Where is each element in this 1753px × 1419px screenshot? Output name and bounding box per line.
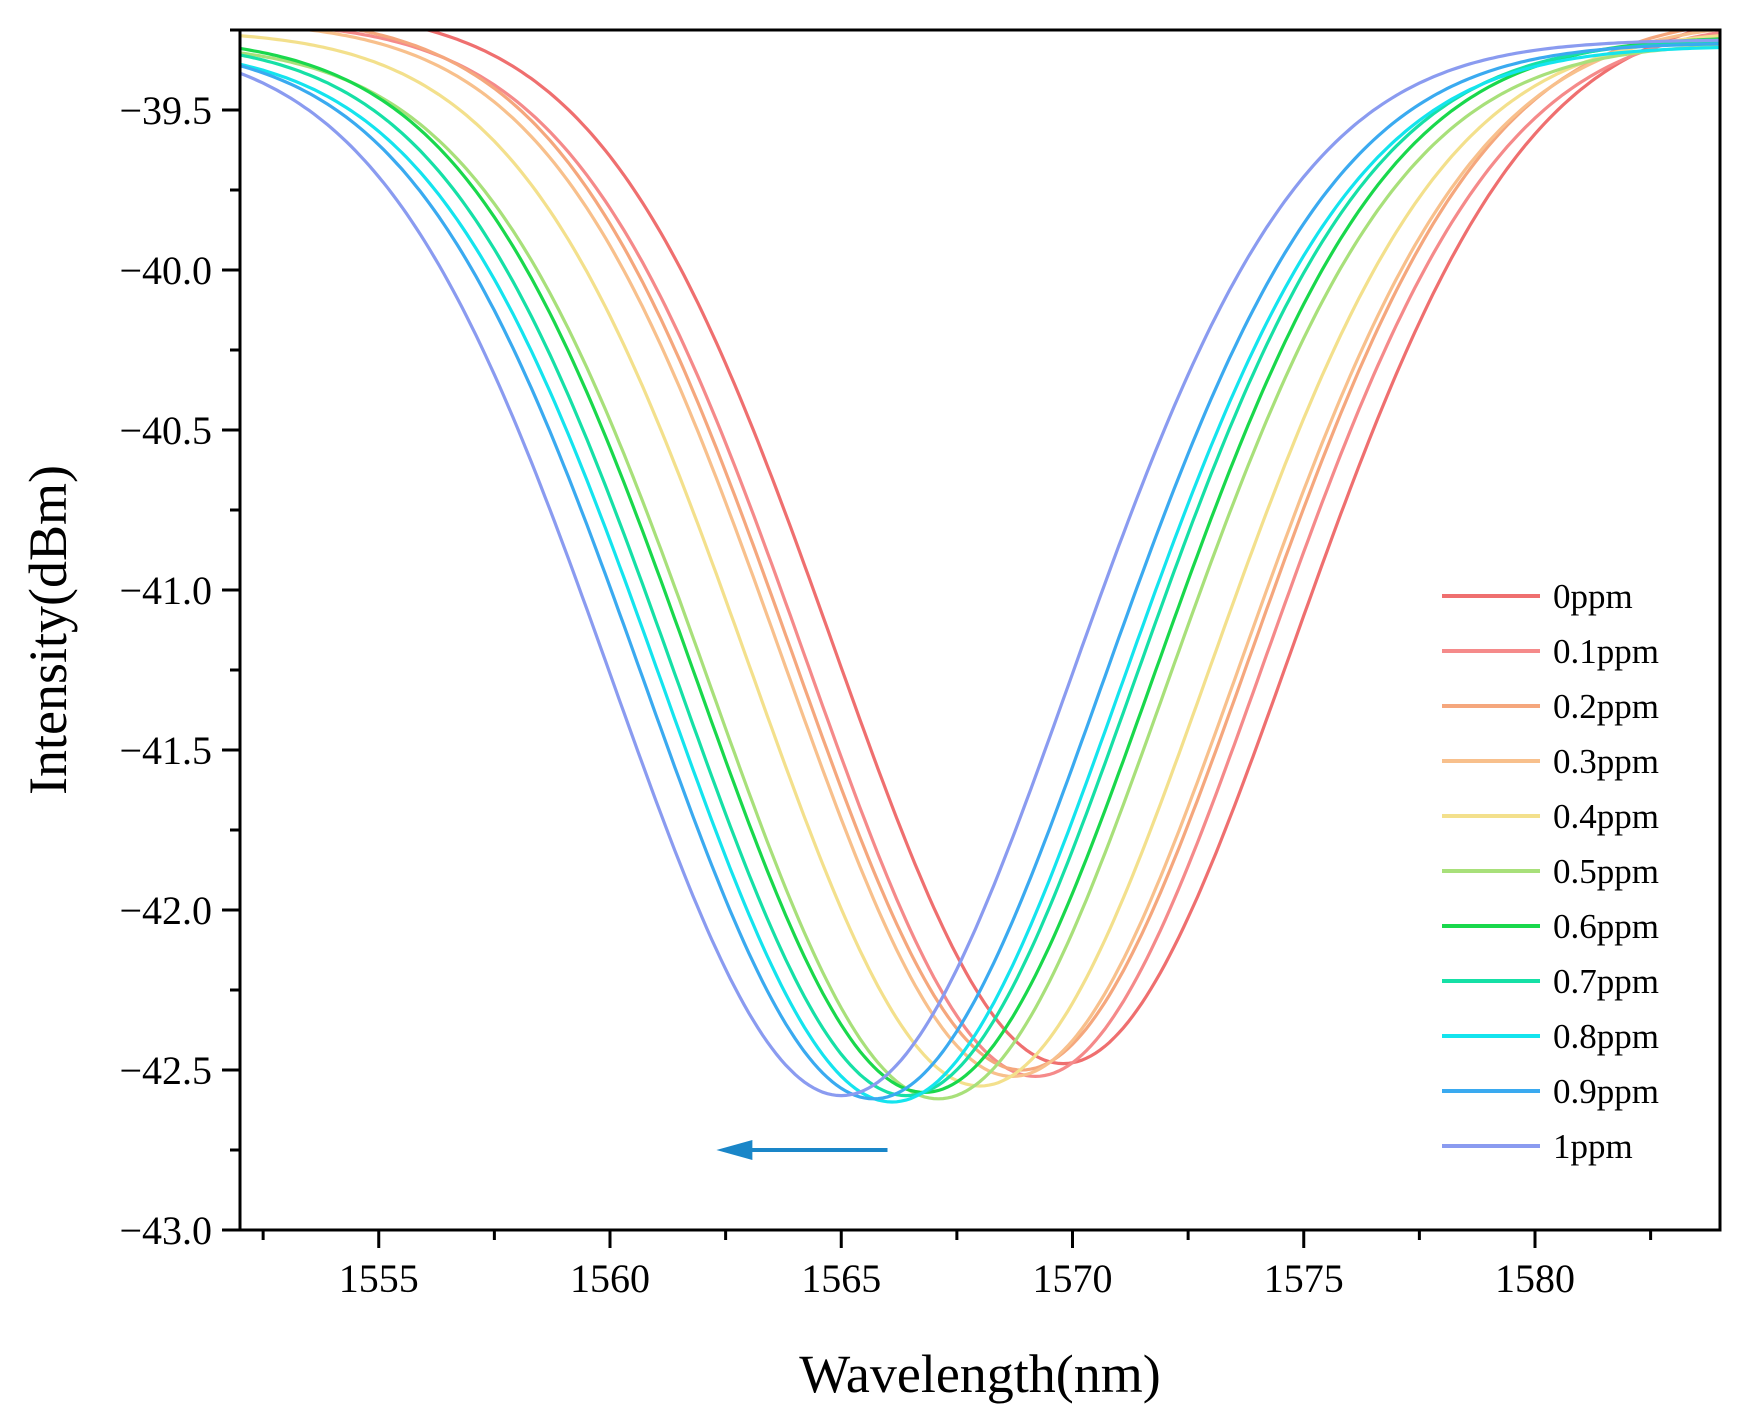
series-line-0.5ppm — [240, 44, 1720, 1101]
shift-arrow-group — [716, 1140, 888, 1160]
y-axis-title: Intensity(dBm) — [18, 465, 78, 795]
series-line-0ppm — [421, 30, 1706, 1066]
series-line-0.4ppm — [240, 34, 1720, 1088]
legend-label: 0ppm — [1553, 577, 1633, 616]
legend-label: 0.6ppm — [1553, 907, 1659, 946]
legend-label: 0.5ppm — [1553, 852, 1659, 891]
y-tick-label: −42.0 — [119, 888, 212, 933]
shift-arrow-head — [716, 1140, 753, 1160]
axes: 1555 1560 1565 1570 1575 1580 −39.5 −40.0 −40.5 −… — [119, 28, 1722, 1301]
plot-frame — [238, 28, 1722, 1232]
y-tick-label: −43.0 — [119, 1208, 212, 1253]
x-axis-title: Wavelength(nm) — [799, 1344, 1161, 1404]
legend-label: 0.4ppm — [1553, 797, 1659, 836]
y-tick-label: −40.5 — [119, 408, 212, 453]
y-tick-label: −39.5 — [119, 88, 212, 133]
series-line-0.6ppm — [240, 37, 1720, 1095]
x-tick-label: 1555 — [339, 1256, 419, 1301]
legend-label: 0.2ppm — [1553, 687, 1659, 726]
legend-label: 0.8ppm — [1553, 1017, 1659, 1056]
x-tick-label: 1575 — [1264, 1256, 1344, 1301]
y-tick-label: −40.0 — [119, 248, 212, 293]
x-tick-label: 1560 — [570, 1256, 650, 1301]
y-tick-label: −42.5 — [119, 1048, 212, 1093]
legend-label: 0.1ppm — [1553, 632, 1659, 671]
series-line-0.3ppm — [297, 30, 1720, 1079]
series-line-0.1ppm — [320, 30, 1720, 1079]
series-line-0.9ppm — [240, 42, 1720, 1101]
x-tick-label: 1565 — [801, 1256, 881, 1301]
legend-label: 0.3ppm — [1553, 742, 1659, 781]
y-tick-label: −41.0 — [119, 568, 212, 613]
series-line-0.8ppm — [240, 45, 1720, 1104]
legend-label: 0.7ppm — [1553, 962, 1659, 1001]
x-tick-label: 1580 — [1495, 1256, 1575, 1301]
legend-label: 1ppm — [1553, 1127, 1633, 1166]
legend: 0ppm 0.1ppm 0.2ppm 0.3ppm 0.4ppm 0.5ppm 0.6ppm… — [1442, 577, 1659, 1166]
series-lines — [240, 30, 1720, 1104]
series-line-1ppm — [240, 38, 1720, 1098]
legend-label: 0.9ppm — [1553, 1072, 1659, 1111]
y-tick-label: −41.5 — [119, 728, 212, 773]
x-tick-label: 1570 — [1033, 1256, 1113, 1301]
series-line-0.2ppm — [350, 30, 1693, 1072]
